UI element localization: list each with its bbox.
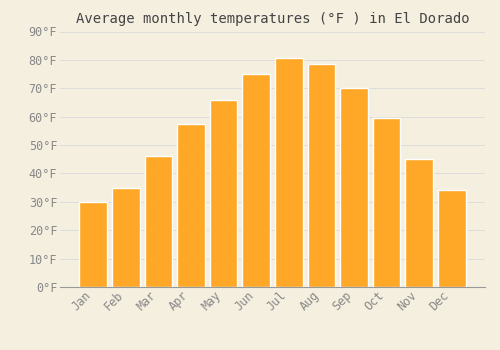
- Bar: [438, 190, 466, 287]
- Bar: [275, 58, 302, 287]
- Bar: [144, 156, 172, 287]
- Bar: [112, 188, 140, 287]
- Bar: [406, 159, 433, 287]
- Bar: [242, 74, 270, 287]
- Bar: [373, 118, 400, 287]
- Bar: [308, 64, 336, 287]
- Bar: [340, 88, 368, 287]
- Title: Average monthly temperatures (°F ) in El Dorado: Average monthly temperatures (°F ) in El…: [76, 12, 469, 26]
- Bar: [177, 124, 205, 287]
- Bar: [80, 202, 107, 287]
- Bar: [210, 100, 238, 287]
